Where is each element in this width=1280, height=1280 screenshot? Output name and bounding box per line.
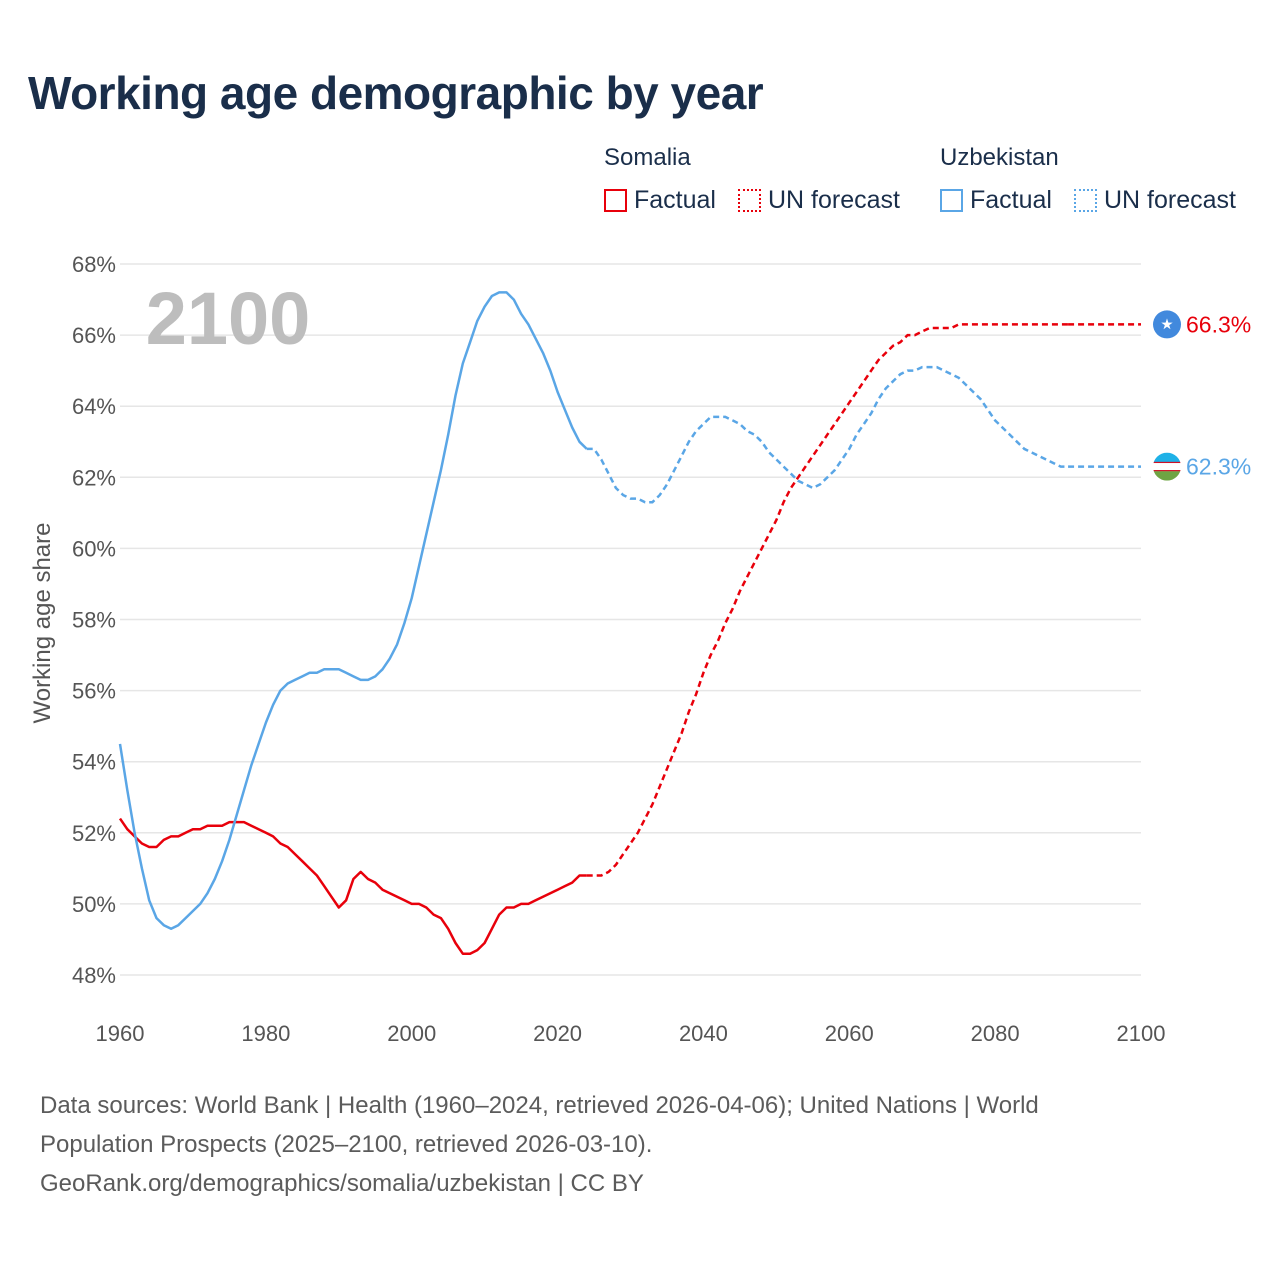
- y-axis: 48% 50% 52% 54% 56% 58% 60% 62% 64% 66% 68%: [72, 252, 116, 988]
- footer-sources-line-1: Data sources: World Bank | Health (1960–…: [40, 1092, 1039, 1119]
- legend-title-uzbekistan: Uzbekistan: [940, 144, 1059, 171]
- gridlines: [120, 263, 1141, 976]
- x-tick-label: 2060: [825, 1021, 874, 1046]
- x-tick-label: 2100: [1117, 1021, 1166, 1046]
- year-watermark: 2100: [146, 277, 311, 360]
- y-tick-label: 66%: [72, 323, 116, 348]
- legend-item-somalia-factual[interactable]: Factual: [604, 184, 716, 216]
- footer-sources-line-2: Population Prospects (2025–2100, retriev…: [40, 1131, 653, 1158]
- legend-item-somalia-forecast[interactable]: UN forecast: [738, 184, 900, 216]
- x-tick-label: 2040: [679, 1021, 728, 1046]
- y-tick-label: 56%: [72, 679, 116, 704]
- y-axis-title: Working age share: [29, 523, 56, 724]
- y-tick-label: 58%: [72, 608, 116, 633]
- y-tick-label: 62%: [72, 465, 116, 490]
- x-tick-label: 1960: [96, 1021, 145, 1046]
- end-markers: 66.3% 62.3%: [1153, 310, 1251, 481]
- x-tick-label: 1980: [241, 1021, 290, 1046]
- x-tick-label: 2000: [387, 1021, 436, 1046]
- series-line-somalia-factual[interactable]: [118, 817, 587, 955]
- legend-label-somalia-factual: Factual: [634, 185, 716, 214]
- y-tick-label: 50%: [72, 892, 116, 917]
- page-title: Working age demographic by year: [28, 67, 764, 119]
- x-tick-label: 2020: [533, 1021, 582, 1046]
- legend-item-uzbekistan-factual[interactable]: Factual: [940, 184, 1052, 216]
- y-tick-label: 52%: [72, 821, 116, 846]
- legend-swatch-somalia-forecast: [738, 188, 761, 212]
- footer-url[interactable]: GeoRank.org/demographics/somalia/uzbekis…: [40, 1170, 644, 1197]
- legend-title-somalia: Somalia: [604, 144, 691, 171]
- series-layer: [118, 291, 1141, 955]
- legend-swatch-somalia-factual: [604, 188, 627, 212]
- x-axis: 1960 1980 2000 2020 2040 2060 2080 2100: [96, 1021, 1166, 1046]
- footer: Data sources: World Bank | Health (1960–…: [40, 1086, 1240, 1203]
- legend-swatch-uzbekistan-forecast: [1074, 188, 1097, 212]
- x-tick-label: 2080: [971, 1021, 1020, 1046]
- y-tick-label: 68%: [72, 252, 116, 277]
- y-tick-label: 64%: [72, 394, 116, 419]
- uzbekistan-flag-icon[interactable]: [1153, 452, 1181, 481]
- y-tick-label: 54%: [72, 750, 116, 775]
- end-label-somalia: 66.3%: [1186, 311, 1251, 337]
- legend-swatch-uzbekistan-factual: [940, 188, 963, 212]
- series-line-uzbekistan-factual[interactable]: [118, 291, 588, 931]
- legend-label-uzbekistan-forecast: UN forecast: [1104, 185, 1236, 214]
- legend-item-uzbekistan-forecast[interactable]: UN forecast: [1074, 184, 1236, 216]
- y-tick-label: 48%: [72, 963, 116, 988]
- legend-label-uzbekistan-factual: Factual: [970, 185, 1052, 214]
- end-label-uzbekistan: 62.3%: [1186, 454, 1251, 480]
- legend-label-somalia-forecast: UN forecast: [768, 185, 900, 214]
- series-line-somalia-forecast[interactable]: [586, 323, 1069, 877]
- y-tick-label: 60%: [72, 536, 116, 561]
- somalia-flag-icon[interactable]: [1153, 310, 1181, 339]
- series-line-uzbekistan-forecast[interactable]: [586, 365, 1069, 504]
- line-chart: 48%50%52%54%56%58%60%62%64%66%68% 1960 19…: [29, 252, 1251, 1046]
